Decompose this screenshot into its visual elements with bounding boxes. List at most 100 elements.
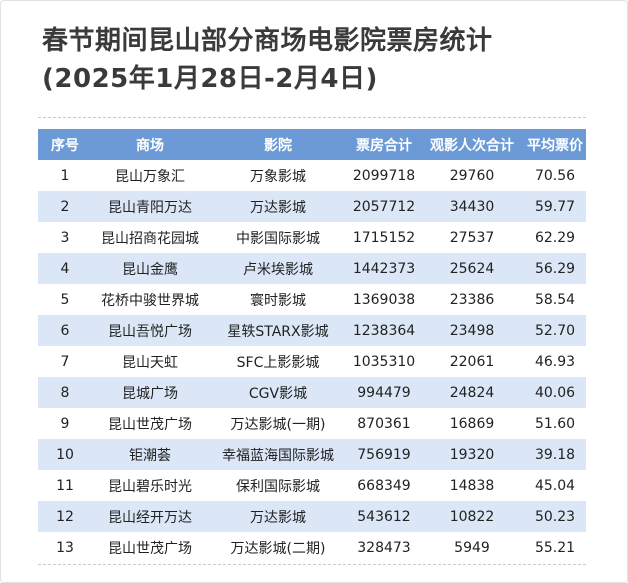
cell-box-office: 1035310 <box>348 346 420 377</box>
cell-avg-price: 45.04 <box>524 470 586 501</box>
cell-attendance: 10822 <box>420 501 524 532</box>
header-mall: 商场 <box>92 129 208 160</box>
cell-attendance: 25624 <box>420 253 524 284</box>
cell-box-office: 994479 <box>348 377 420 408</box>
cell-avg-price: 51.60 <box>524 408 586 439</box>
table-row: 3 昆山招商花园城 中影国际影城 1715152 27537 62.29 <box>38 222 586 253</box>
header-index: 序号 <box>38 129 92 160</box>
cell-cinema: 星轶STARX影城 <box>208 315 348 346</box>
table-row: 5 花桥中骏世界城 寰时影城 1369038 23386 58.54 <box>38 284 586 315</box>
cell-avg-price: 58.54 <box>524 284 586 315</box>
cell-mall: 昆山招商花园城 <box>92 222 208 253</box>
table-row: 12 昆山经开万达 万达影城 543612 10822 50.23 <box>38 501 586 532</box>
cell-attendance: 5949 <box>420 532 524 563</box>
cell-box-office: 2057712 <box>348 191 420 222</box>
cell-index: 7 <box>38 346 92 377</box>
table-body: 1 昆山万象汇 万象影城 2099718 29760 70.56 2 昆山青阳万达 万达影城 20… <box>38 160 586 563</box>
cell-attendance: 22061 <box>420 346 524 377</box>
cell-box-office: 756919 <box>348 439 420 470</box>
cell-mall: 昆山天虹 <box>92 346 208 377</box>
cell-box-office: 870361 <box>348 408 420 439</box>
cell-mall: 昆山碧乐时光 <box>92 470 208 501</box>
cell-cinema: 万达影城 <box>208 191 348 222</box>
cell-mall: 昆山世茂广场 <box>92 532 208 563</box>
cell-index: 12 <box>38 501 92 532</box>
cell-attendance: 23498 <box>420 315 524 346</box>
cell-cinema: 万达影城(一期) <box>208 408 348 439</box>
cell-cinema: CGV影城 <box>208 377 348 408</box>
table-header-row: 序号 商场 影院 票房合计 观影人次合计 平均票价 <box>38 129 586 160</box>
cell-cinema: 卢米埃影城 <box>208 253 348 284</box>
cell-index: 13 <box>38 532 92 563</box>
cell-avg-price: 46.93 <box>524 346 586 377</box>
cell-avg-price: 59.77 <box>524 191 586 222</box>
cell-mall: 昆城广场 <box>92 377 208 408</box>
cell-box-office: 1369038 <box>348 284 420 315</box>
table-row: 6 昆山吾悦广场 星轶STARX影城 1238364 23498 52.70 <box>38 315 586 346</box>
cell-index: 4 <box>38 253 92 284</box>
cell-avg-price: 52.70 <box>524 315 586 346</box>
header-box-office-total: 票房合计 <box>348 129 420 160</box>
cell-avg-price: 70.56 <box>524 160 586 191</box>
cell-mall: 昆山青阳万达 <box>92 191 208 222</box>
cell-attendance: 29760 <box>420 160 524 191</box>
cell-avg-price: 62.29 <box>524 222 586 253</box>
divider-bottom <box>38 564 586 565</box>
cell-attendance: 19320 <box>420 439 524 470</box>
cell-index: 8 <box>38 377 92 408</box>
page-title: 春节期间昆山部分商场电影院票房统计 (2025年1月28日-2月4日) <box>42 22 612 98</box>
cell-mall: 钜潮荟 <box>92 439 208 470</box>
header-attendance-total: 观影人次合计 <box>420 129 524 160</box>
cell-mall: 昆山吾悦广场 <box>92 315 208 346</box>
header-avg-price: 平均票价 <box>524 129 586 160</box>
cell-mall: 昆山金鹰 <box>92 253 208 284</box>
cell-cinema: 寰时影城 <box>208 284 348 315</box>
title-line-date-range: (2025年1月28日-2月4日) <box>42 64 378 94</box>
table-row: 1 昆山万象汇 万象影城 2099718 29760 70.56 <box>38 160 586 191</box>
cell-cinema: 幸福蓝海国际影城 <box>208 439 348 470</box>
cell-cinema: 万达影城(二期) <box>208 532 348 563</box>
cell-box-office: 328473 <box>348 532 420 563</box>
cell-box-office: 1238364 <box>348 315 420 346</box>
cell-index: 3 <box>38 222 92 253</box>
table-row: 10 钜潮荟 幸福蓝海国际影城 756919 19320 39.18 <box>38 439 586 470</box>
table-row: 7 昆山天虹 SFC上影影城 1035310 22061 46.93 <box>38 346 586 377</box>
cell-cinema: 中影国际影城 <box>208 222 348 253</box>
cell-mall: 花桥中骏世界城 <box>92 284 208 315</box>
cell-box-office: 1442373 <box>348 253 420 284</box>
cell-attendance: 34430 <box>420 191 524 222</box>
cell-box-office: 2099718 <box>348 160 420 191</box>
table-row: 2 昆山青阳万达 万达影城 2057712 34430 59.77 <box>38 191 586 222</box>
cell-index: 1 <box>38 160 92 191</box>
title-line-main: 春节期间昆山部分商场电影院票房统计 <box>42 26 493 56</box>
cell-box-office: 543612 <box>348 501 420 532</box>
cell-attendance: 14838 <box>420 470 524 501</box>
cell-avg-price: 56.29 <box>524 253 586 284</box>
cell-index: 9 <box>38 408 92 439</box>
cell-index: 6 <box>38 315 92 346</box>
cell-avg-price: 40.06 <box>524 377 586 408</box>
cell-attendance: 16869 <box>420 408 524 439</box>
cell-avg-price: 50.23 <box>524 501 586 532</box>
cell-cinema: 万达影城 <box>208 501 348 532</box>
cell-attendance: 23386 <box>420 284 524 315</box>
table-row: 4 昆山金鹰 卢米埃影城 1442373 25624 56.29 <box>38 253 586 284</box>
cell-index: 2 <box>38 191 92 222</box>
divider-top <box>38 117 586 118</box>
cell-attendance: 27537 <box>420 222 524 253</box>
table-row: 11 昆山碧乐时光 保利国际影城 668349 14838 45.04 <box>38 470 586 501</box>
header-cinema: 影院 <box>208 129 348 160</box>
cell-index: 5 <box>38 284 92 315</box>
cell-index: 10 <box>38 439 92 470</box>
cell-mall: 昆山经开万达 <box>92 501 208 532</box>
cell-avg-price: 55.21 <box>524 532 586 563</box>
cell-attendance: 24824 <box>420 377 524 408</box>
table-row: 9 昆山世茂广场 万达影城(一期) 870361 16869 51.60 <box>38 408 586 439</box>
cell-box-office: 668349 <box>348 470 420 501</box>
cell-avg-price: 39.18 <box>524 439 586 470</box>
cell-mall: 昆山万象汇 <box>92 160 208 191</box>
table-row: 8 昆城广场 CGV影城 994479 24824 40.06 <box>38 377 586 408</box>
cell-index: 11 <box>38 470 92 501</box>
box-office-table: 序号 商场 影院 票房合计 观影人次合计 平均票价 1 昆山万象汇 万象影城 2099… <box>38 129 586 563</box>
table-row: 13 昆山世茂广场 万达影城(二期) 328473 5949 55.21 <box>38 532 586 563</box>
